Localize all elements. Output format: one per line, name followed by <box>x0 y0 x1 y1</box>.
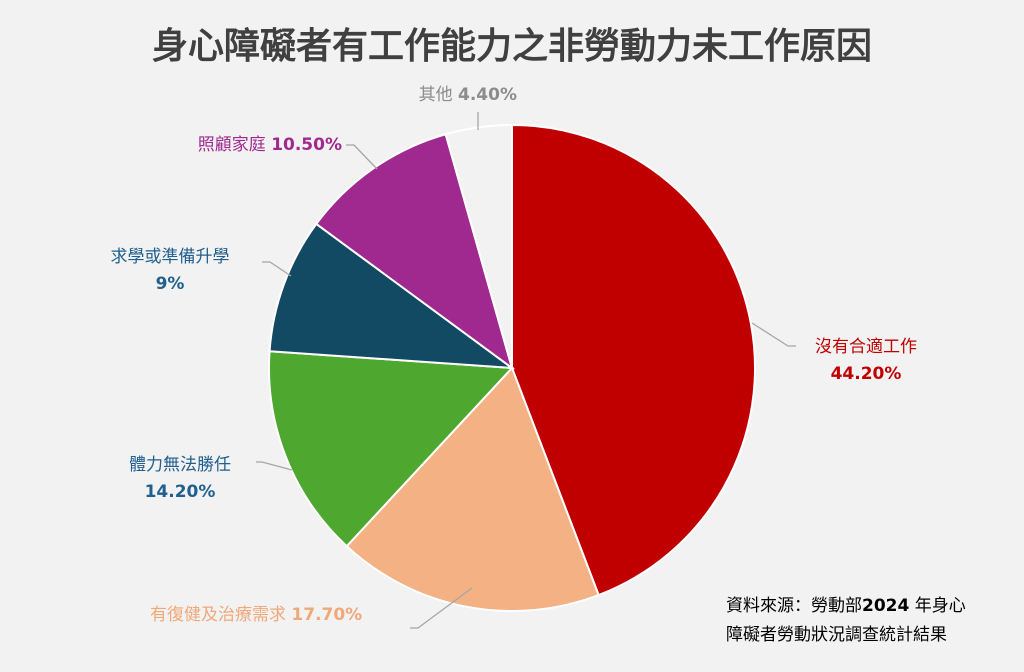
leader-line <box>346 144 378 170</box>
pie-slices <box>268 123 756 612</box>
slice-labels: 沒有合適工作 44.20% 有復健及治療需求 17.70% 體力無法勝任 14.20% 求… <box>111 85 918 625</box>
slice-label: 照顧家庭 10.50% <box>198 135 342 155</box>
source-year: 2024 <box>862 596 909 616</box>
leader-line <box>410 587 473 629</box>
leader-line <box>262 261 292 277</box>
leader-lines <box>256 112 796 629</box>
slice-label-value: 10.50% <box>271 135 342 155</box>
leader-line <box>751 322 796 347</box>
source-note-line2: 障礙者勞動狀況調查統計結果 <box>726 625 947 645</box>
slice-label: 沒有合適工作 44.20% <box>815 337 917 384</box>
slice-label-value: 4.40% <box>458 85 517 105</box>
slice-label-name: 有復健及治療需求 <box>150 605 291 625</box>
slice-label-name: 求學或準備升學 <box>111 247 230 267</box>
source-suffix: 年身心 <box>909 596 965 616</box>
slice-label-value: 44.20% <box>831 364 902 384</box>
slice-label-value: 9% <box>156 274 185 294</box>
slice-label: 體力無法勝任 14.20% <box>129 455 231 502</box>
slice-label: 其他 4.40% <box>419 85 517 105</box>
chart-title: 身心障礙者有工作能力之非勞動力未工作原因 <box>152 26 872 67</box>
slice-label-name: 其他 <box>419 85 458 105</box>
slice-label: 求學或準備升學 9% <box>111 247 230 294</box>
pie-slice <box>314 132 514 371</box>
slice-label-value: 14.20% <box>145 482 216 502</box>
leader-line <box>256 461 293 471</box>
slice-label: 有復健及治療需求 17.70% <box>150 605 362 625</box>
slice-label-name: 沒有合適工作 <box>815 337 917 357</box>
source-note-line1: 資料來源：勞動部2024 年身心 <box>726 596 966 616</box>
pie-slice <box>268 222 516 370</box>
pie-slice <box>511 123 756 597</box>
source-prefix: 資料來源：勞動部 <box>726 596 862 616</box>
pie-slice <box>345 366 600 612</box>
slice-label-value: 17.70% <box>291 605 362 625</box>
slice-label-name: 照顧家庭 <box>198 135 271 155</box>
slice-label-name: 體力無法勝任 <box>129 455 231 475</box>
pie-slice <box>268 350 515 548</box>
